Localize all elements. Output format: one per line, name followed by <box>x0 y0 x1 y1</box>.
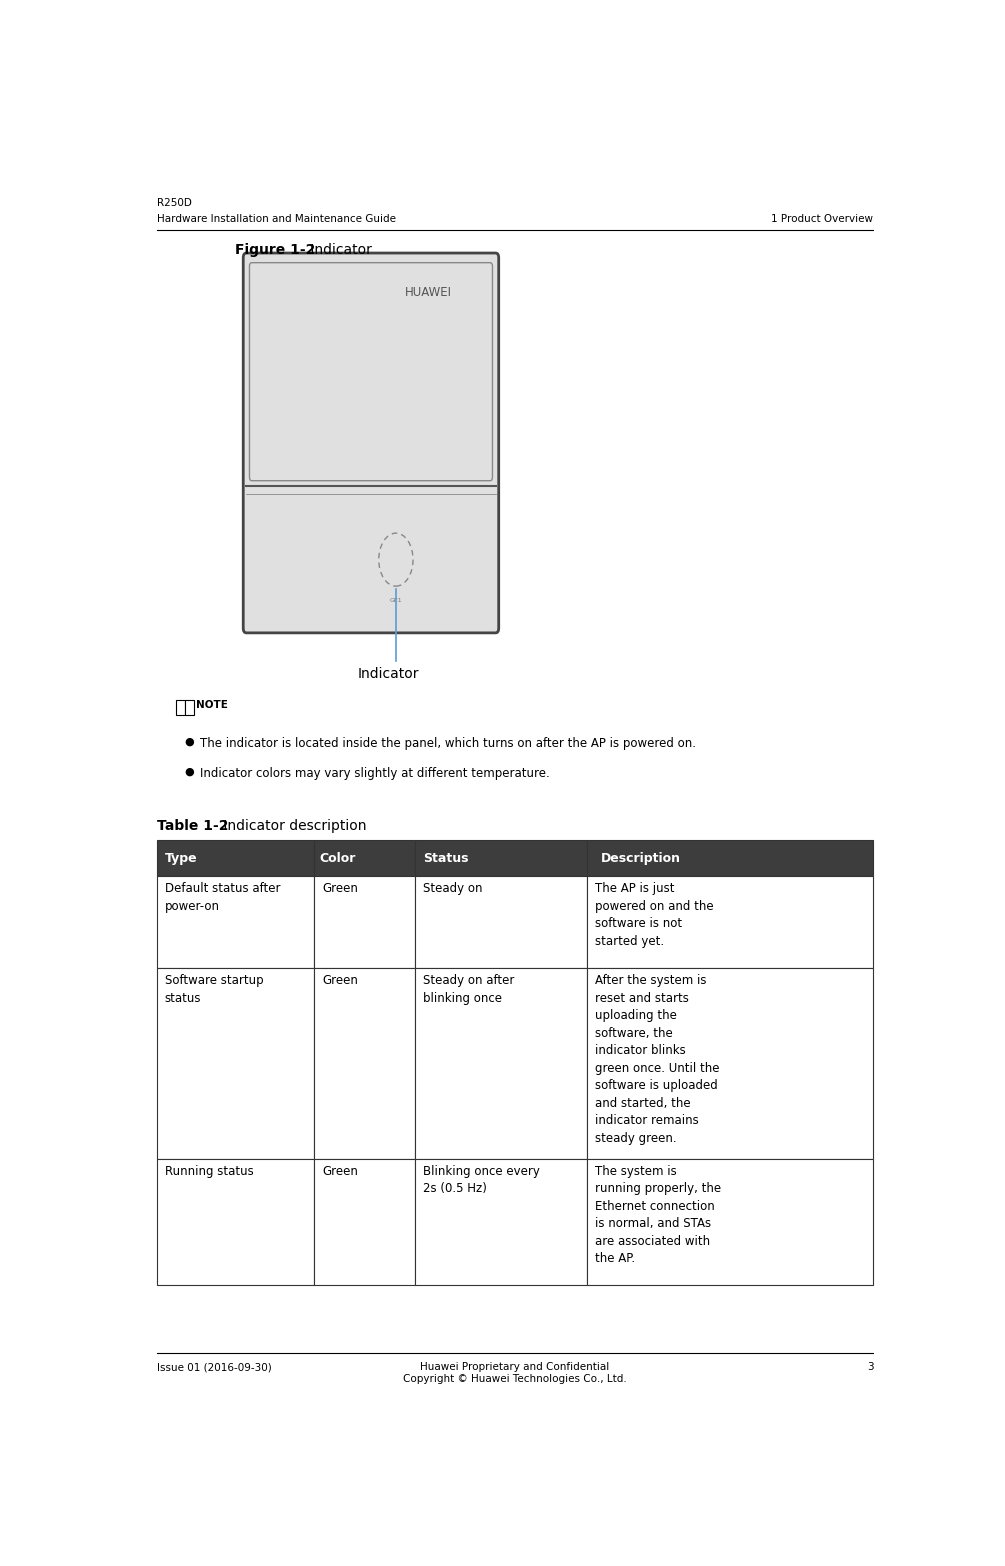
Text: ●: ● <box>184 767 194 777</box>
Bar <box>415 877 587 968</box>
Text: Indicator: Indicator <box>358 667 419 681</box>
Text: ●: ● <box>184 736 194 747</box>
Text: Software startup
status: Software startup status <box>165 974 263 1005</box>
Text: Issue 01 (2016-09-30): Issue 01 (2016-09-30) <box>157 1362 271 1372</box>
Bar <box>587 841 873 877</box>
Text: Hardware Installation and Maintenance Guide: Hardware Installation and Maintenance Gu… <box>157 215 396 224</box>
Bar <box>315 877 415 968</box>
Bar <box>157 1159 315 1286</box>
Text: Steady on: Steady on <box>422 883 482 896</box>
Text: GE1: GE1 <box>390 598 402 603</box>
Bar <box>415 1159 587 1286</box>
Bar <box>315 1159 415 1286</box>
Text: Green: Green <box>323 883 358 896</box>
Text: Blinking once every
2s (0.5 Hz): Blinking once every 2s (0.5 Hz) <box>422 1165 540 1195</box>
Text: Indicator colors may vary slightly at different temperature.: Indicator colors may vary slightly at di… <box>200 767 550 780</box>
Text: R250D: R250D <box>157 197 192 208</box>
Text: 3: 3 <box>866 1362 873 1372</box>
Bar <box>315 841 415 877</box>
Bar <box>415 841 587 877</box>
FancyBboxPatch shape <box>243 254 498 633</box>
Text: 1 Product Overview: 1 Product Overview <box>772 215 873 224</box>
Text: Default status after
power-on: Default status after power-on <box>165 883 280 913</box>
Text: Description: Description <box>601 852 681 864</box>
Text: Indicator description: Indicator description <box>219 819 367 833</box>
Bar <box>587 968 873 1159</box>
Bar <box>185 700 194 714</box>
Text: Indicator: Indicator <box>307 243 372 257</box>
Circle shape <box>379 532 413 586</box>
Bar <box>587 1159 873 1286</box>
Text: Type: Type <box>165 852 197 864</box>
Bar <box>176 700 185 714</box>
Bar <box>157 968 315 1159</box>
Text: After the system is
reset and starts
uploading the
software, the
indicator blink: After the system is reset and starts upl… <box>595 974 719 1145</box>
Text: Green: Green <box>323 1165 358 1178</box>
Text: Color: Color <box>320 852 356 864</box>
Text: Steady on after
blinking once: Steady on after blinking once <box>422 974 514 1005</box>
FancyBboxPatch shape <box>249 263 492 481</box>
Bar <box>157 877 315 968</box>
Text: Huawei Proprietary and Confidential: Huawei Proprietary and Confidential <box>420 1362 610 1372</box>
Text: The system is
running properly, the
Ethernet connection
is normal, and STAs
are : The system is running properly, the Ethe… <box>595 1165 721 1265</box>
Text: Figure 1-2: Figure 1-2 <box>235 243 315 257</box>
Bar <box>587 877 873 968</box>
Text: HUAWEI: HUAWEI <box>405 285 452 299</box>
Bar <box>315 968 415 1159</box>
Bar <box>157 841 315 877</box>
Bar <box>415 968 587 1159</box>
Text: The indicator is located inside the panel, which turns on after the AP is powere: The indicator is located inside the pane… <box>200 736 695 750</box>
Text: Table 1-2: Table 1-2 <box>157 819 228 833</box>
Text: NOTE: NOTE <box>196 700 228 711</box>
Text: Status: Status <box>423 852 469 864</box>
Text: Copyright © Huawei Technologies Co., Ltd.: Copyright © Huawei Technologies Co., Ltd… <box>403 1375 627 1384</box>
Text: Green: Green <box>323 974 358 987</box>
Text: The AP is just
powered on and the
software is not
started yet.: The AP is just powered on and the softwa… <box>595 883 714 947</box>
Text: Running status: Running status <box>165 1165 253 1178</box>
